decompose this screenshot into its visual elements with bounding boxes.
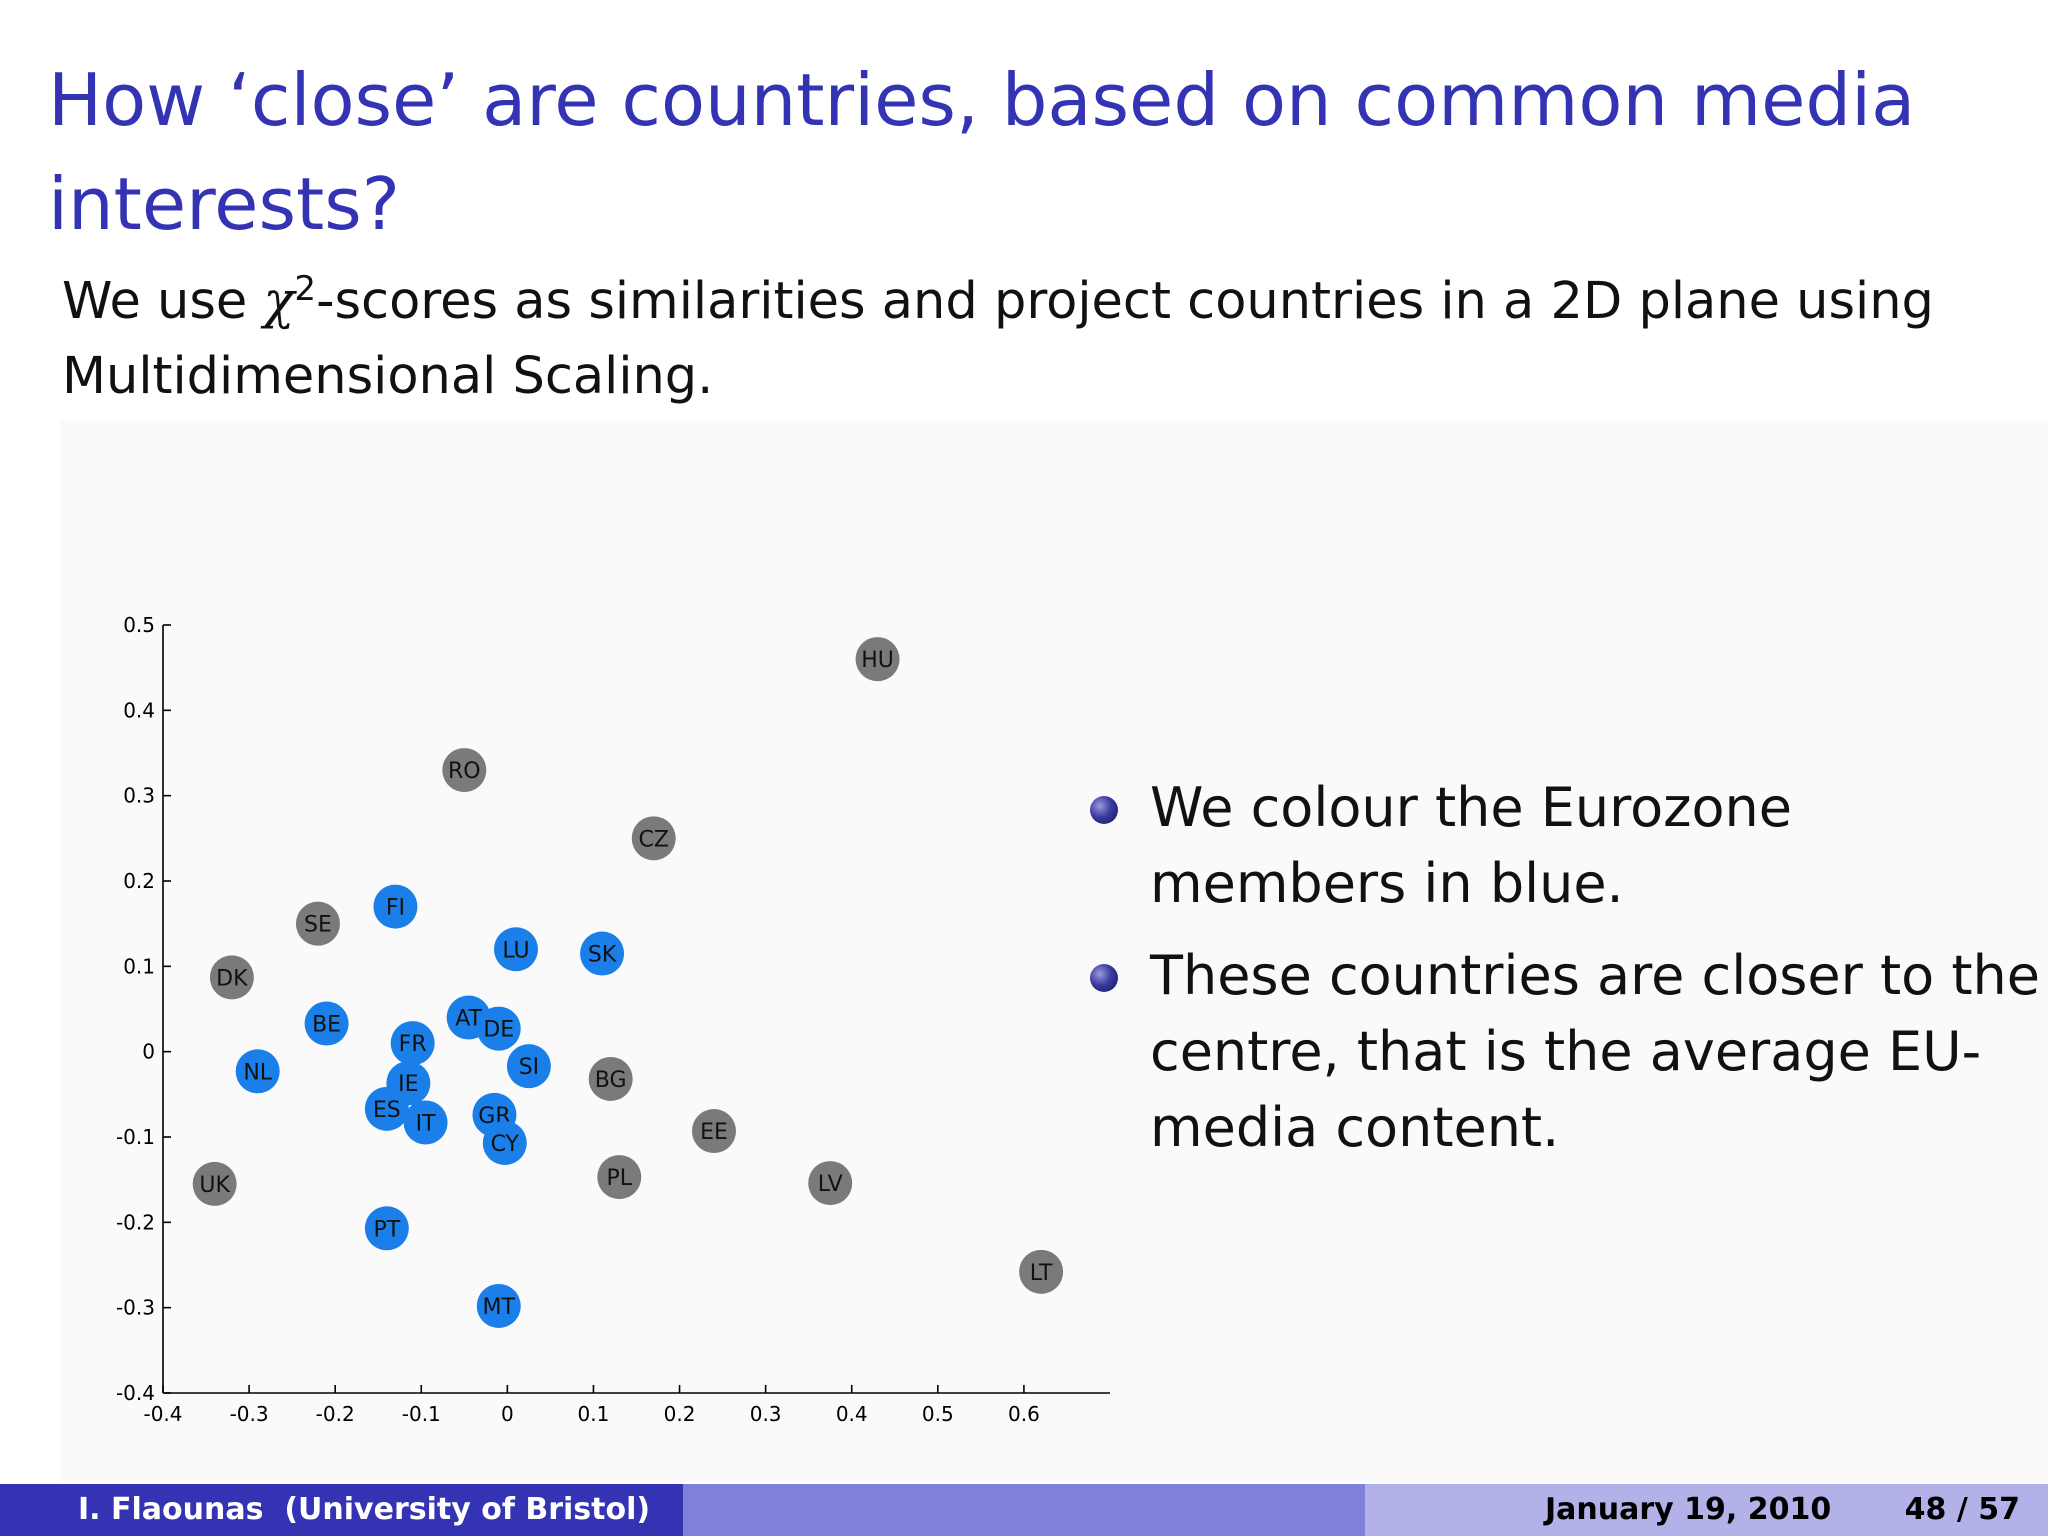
point-uk [192,1161,237,1206]
mds-scatter-plot: -0.4 -0.3 -0.2 -0.1 0 0.1 0.2 0.3 0.4 0.5 0.6 -0.4 -… [116,613,1110,1426]
x-tick-label: -0.1 [402,1402,441,1426]
point-label-ro: RO [448,759,481,784]
point-label-lv: LV [818,1172,843,1197]
point-label-si: SI [519,1055,539,1080]
point-ro [442,748,487,793]
x-tick-label: -0.4 [143,1402,182,1426]
point-bg [588,1056,633,1101]
point-se [295,901,340,946]
y-tick-label: 0.5 [123,613,155,637]
point-fi [373,884,418,929]
chi-exponent: 2 [294,269,317,309]
bullet-item: These countries are closer to the centre… [1090,938,2040,1166]
y-tick-label: -0.3 [116,1296,155,1320]
footer-date: January 19, 2010 [1545,1492,1832,1527]
point-label-pl: PL [607,1166,633,1191]
x-tick-label: -0.3 [230,1402,269,1426]
point-mt [476,1283,521,1328]
y-tick-label: -0.1 [116,1125,155,1149]
footer-right: January 19, 2010 48 / 57 [1365,1484,2048,1536]
point-label-nl: NL [243,1060,272,1085]
footer-middle [683,1484,1365,1536]
slide-title: How ‘close’ are countries, based on comm… [48,58,1916,246]
point-dk [209,955,254,1000]
point-label-bg: BG [595,1068,627,1093]
point-label-uk: UK [199,1173,230,1198]
point-cz [631,816,676,861]
y-tick-label: 0.1 [123,954,155,978]
point-nl [235,1049,280,1094]
intro-text-start: We use [62,272,264,331]
point-hu [855,637,900,682]
intro-text-end: -scores as similarities and project coun… [62,272,1934,406]
point-pt [364,1206,409,1251]
point-de [476,1006,521,1051]
point-label-ee: EE [700,1120,728,1145]
y-tick-label: 0.4 [123,698,155,722]
bullet-list: We colour the Eurozone members in blue. … [1090,770,2040,1182]
y-tick-label: -0.4 [116,1381,155,1405]
x-tick-label: 0.1 [578,1402,610,1426]
footer-bar: I. Flaounas (University of Bristol) Janu… [0,1484,2048,1536]
point-label-cz: CZ [638,827,668,852]
x-tick-label: 0.4 [836,1402,868,1426]
point-ee [691,1109,736,1154]
x-tick-label: 0 [501,1402,514,1426]
point-lt [1019,1249,1064,1294]
footer-page-number: 48 / 57 [1904,1492,2020,1527]
chi-symbol: χ [263,272,295,331]
point-label-hu: HU [861,648,894,673]
x-tick-label: 0.5 [922,1402,954,1426]
intro-text: We use χ2-scores as similarities and pro… [62,252,2022,414]
point-label-fr: FR [399,1032,427,1057]
point-pl [597,1155,642,1200]
point-cy [482,1120,527,1165]
x-tick-label: 0.3 [750,1402,782,1426]
point-sk [580,931,625,976]
point-label-pt: PT [373,1217,400,1242]
bullet-text: These countries are closer to the centre… [1150,944,2040,1159]
point-label-dk: DK [216,966,248,991]
point-label-mt: MT [483,1295,516,1320]
point-label-sk: SK [588,943,617,968]
footer-author: I. Flaounas (University of Bristol) [0,1484,683,1536]
y-tick-label: 0.2 [123,869,155,893]
point-label-cy: CY [491,1132,520,1157]
point-be [304,1001,349,1046]
point-label-fi: FI [386,896,405,921]
point-es [364,1086,409,1131]
point-label-lu: LU [502,938,529,963]
y-tick-label: 0.3 [123,784,155,808]
bullet-sphere-icon [1090,964,1118,992]
x-tick-label: 0.6 [1008,1402,1040,1426]
point-label-ie: IE [398,1072,418,1097]
figure-background [60,420,2048,1482]
bullet-sphere-icon [1090,796,1118,824]
point-lv [808,1161,853,1206]
point-lu [493,927,538,972]
point-label-lt: LT [1030,1261,1053,1286]
point-label-de: DE [483,1018,514,1043]
point-si [506,1044,551,1089]
point-fr [390,1021,435,1066]
bullet-item: We colour the Eurozone members in blue. [1090,770,2040,922]
x-tick-label: -0.2 [316,1402,355,1426]
point-label-be: BE [312,1013,341,1038]
bullet-text: We colour the Eurozone members in blue. [1150,776,1792,915]
point-label-se: SE [304,913,332,938]
point-label-it: IT [416,1111,436,1136]
x-tick-label: 0.2 [664,1402,696,1426]
y-tick-label: 0 [142,1040,155,1064]
point-label-es: ES [373,1098,401,1123]
point-it [403,1100,448,1145]
y-tick-label: -0.2 [116,1210,155,1234]
